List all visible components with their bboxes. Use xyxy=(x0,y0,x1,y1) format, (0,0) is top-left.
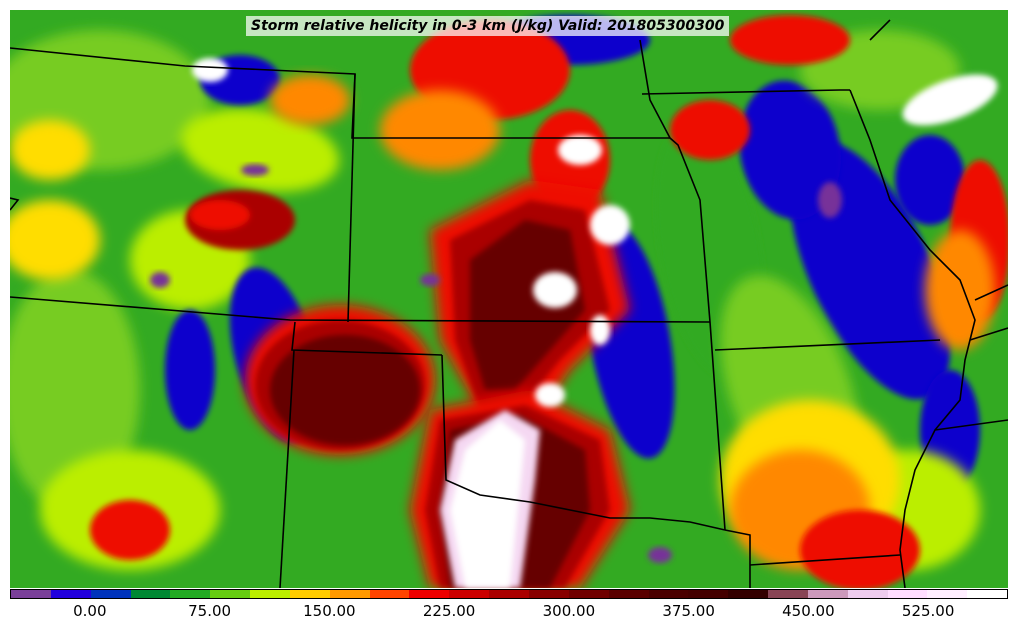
colorbar-segment xyxy=(170,590,211,598)
border-tennessee-north xyxy=(934,419,1008,431)
colorbar-tick-label: 375.00 xyxy=(662,602,715,620)
border-wyoming-colorado-nebraska xyxy=(10,47,670,139)
field-region xyxy=(180,108,340,192)
colorbar-tick-labels: 0.00 75.00 150.00 225.00 300.00 375.00 450.00 5… xyxy=(0,600,1018,630)
colorbar-segment xyxy=(728,590,769,598)
colorbar-segment xyxy=(289,590,330,598)
colorbar-segment xyxy=(688,590,729,598)
field-region xyxy=(648,547,672,563)
field-region xyxy=(10,200,100,280)
border-texas-west xyxy=(279,349,295,588)
border-wyoming-utah xyxy=(10,197,20,211)
map-title: Storm relative helicity in 0-3 km (J/kg)… xyxy=(246,16,730,36)
colorbar-segment xyxy=(50,590,91,598)
border-arkansas-west xyxy=(724,529,751,588)
field-region xyxy=(270,75,350,125)
border-illinois-east xyxy=(869,19,891,41)
colorbar-segment xyxy=(409,590,450,598)
colorbar-segment xyxy=(489,590,529,598)
field-region xyxy=(925,230,995,350)
field-region xyxy=(150,272,170,288)
field-region xyxy=(241,164,269,176)
colorbar-segment xyxy=(967,590,1008,598)
border-missouri-arkansas xyxy=(714,339,941,351)
field-region xyxy=(590,315,610,345)
field-region xyxy=(10,120,90,180)
border-oklahoma-panhandle xyxy=(291,321,443,356)
field-region xyxy=(450,420,525,588)
map-canvas xyxy=(10,10,1008,588)
colorbar-segment xyxy=(449,590,490,598)
colorbar-segment xyxy=(847,590,888,598)
border-kentucky xyxy=(969,327,1008,341)
field-region xyxy=(420,274,440,286)
colorbar-segment xyxy=(568,590,609,598)
colorbar-segment xyxy=(369,590,410,598)
colorbar-tick-label: 150.00 xyxy=(303,602,356,620)
field-region xyxy=(895,135,965,225)
colorbar-segment xyxy=(329,590,370,598)
helicity-field xyxy=(10,15,1008,588)
colorbar-segment xyxy=(608,590,649,598)
border-oklahoma-texas-east xyxy=(441,354,726,531)
field-region xyxy=(190,200,250,230)
field-region xyxy=(818,182,842,218)
colorbar-segment xyxy=(887,590,928,598)
colorbar-segment xyxy=(11,590,51,598)
field-region xyxy=(558,135,602,165)
field-region xyxy=(90,500,170,560)
colorbar-segment xyxy=(927,590,968,598)
colorbar-tick-label: 75.00 xyxy=(188,602,232,620)
field-region xyxy=(380,90,500,170)
helicity-map xyxy=(10,10,1008,588)
field-region xyxy=(10,270,140,510)
field-region xyxy=(470,220,585,390)
field-region xyxy=(670,100,750,160)
field-region xyxy=(739,80,841,220)
border-kentucky-east xyxy=(974,284,1008,301)
colorbar-tick-label: 0.00 xyxy=(73,602,107,620)
state-borders xyxy=(10,19,1008,588)
field-region xyxy=(192,58,228,82)
border-iowa-minnesota xyxy=(639,39,671,139)
colorbar xyxy=(10,589,1008,599)
colorbar-segment xyxy=(648,590,689,598)
colorbar-segment xyxy=(807,590,848,598)
field-region xyxy=(800,510,920,588)
border-colorado-kansas-west xyxy=(347,73,356,323)
colorbar-tick-label: 300.00 xyxy=(542,602,596,620)
colorbar-segment xyxy=(768,590,808,598)
colorbar-tick-label: 450.00 xyxy=(782,602,835,620)
border-kansas-oklahoma xyxy=(10,296,711,323)
colorbar-segment xyxy=(528,590,569,598)
border-missouri-kansas xyxy=(669,137,726,531)
colorbar-segment xyxy=(90,590,131,598)
field-region xyxy=(590,205,630,245)
border-missouri-north xyxy=(641,89,850,95)
field-region xyxy=(533,272,577,308)
border-mississippi-river xyxy=(849,89,976,588)
field-region xyxy=(165,310,215,430)
field-region xyxy=(902,74,998,126)
field-region xyxy=(535,383,565,407)
border-arkansas-louisiana xyxy=(749,554,901,566)
field-region xyxy=(730,15,850,65)
colorbar-segment xyxy=(250,590,290,598)
colorbar-tick-label: 225.00 xyxy=(422,602,476,620)
colorbar-segment xyxy=(130,590,171,598)
colorbar-segment xyxy=(210,590,251,598)
colorbar-tick-label: 525.00 xyxy=(901,602,955,620)
field-region xyxy=(270,335,420,445)
